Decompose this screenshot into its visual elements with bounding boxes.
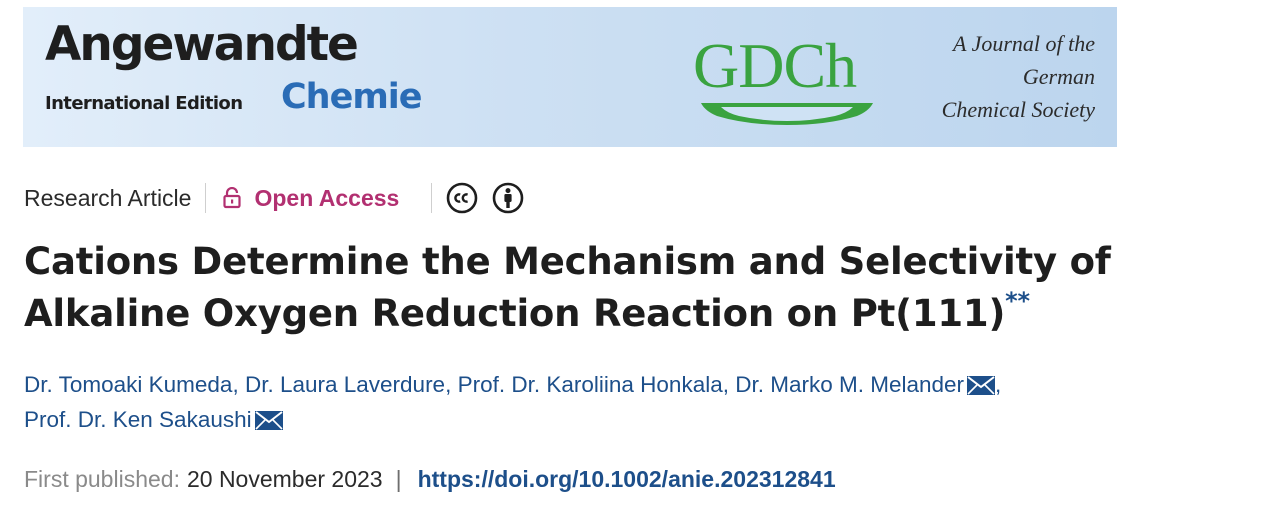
article-type: Research Article	[24, 184, 192, 211]
tagline-line-3: Chemical Society	[941, 97, 1095, 122]
doi-link[interactable]: https://doi.org/10.1002/anie.202312841	[417, 465, 836, 492]
banner-international-edition: International Edition	[45, 93, 243, 114]
gdch-logo-text: GDCh	[693, 30, 857, 101]
author-link[interactable]: Prof. Dr. Karoliina Honkala	[457, 372, 723, 397]
cc-icon[interactable]	[446, 182, 478, 214]
tagline-line-2: German	[1022, 64, 1095, 89]
article-title: Cations Determine the Mechanism and Sele…	[24, 236, 1264, 340]
open-access-label[interactable]: Open Access	[254, 184, 400, 211]
author-link[interactable]: Dr. Marko M. Melander	[735, 372, 965, 397]
author-link[interactable]: Dr. Tomoaki Kumeda	[24, 372, 233, 397]
author-separator: ,	[445, 372, 458, 397]
gdch-logo: GDCh	[693, 29, 883, 129]
publication-info: First published: 20 November 2023 | http…	[24, 461, 836, 497]
author-separator: ,	[722, 372, 736, 397]
banner-angewandte: Angewandte	[45, 17, 359, 72]
first-published-label: First published:	[24, 465, 180, 492]
email-icon[interactable]	[254, 405, 283, 430]
tagline-line-1: A Journal of the	[953, 31, 1095, 56]
by-attribution-icon[interactable]	[492, 182, 524, 214]
article-title-text: Cations Determine the Mechanism and Sele…	[24, 240, 1111, 335]
divider	[205, 183, 207, 213]
article-meta-row: Research Article Open Access	[24, 180, 538, 216]
title-footnote-marker[interactable]: **	[1005, 286, 1030, 315]
first-published-date: 20 November 2023	[186, 465, 383, 492]
pipe-separator: |	[395, 465, 402, 492]
author-link[interactable]: Prof. Dr. Ken Sakaushi	[24, 407, 252, 432]
gdch-bowl-icon	[701, 103, 873, 125]
lock-open-icon	[222, 187, 242, 209]
banner-journal-tagline: A Journal of the German Chemical Society	[942, 27, 1095, 126]
email-icon[interactable]	[967, 370, 996, 395]
journal-banner[interactable]: Angewandte International Edition Chemie …	[23, 7, 1117, 147]
author-list: Dr. Tomoaki Kumeda, Dr. Laura Laverdure,…	[24, 367, 1264, 437]
author-link[interactable]: Dr. Laura Laverdure	[244, 372, 446, 397]
banner-chemie: Chemie	[281, 77, 423, 117]
author-separator: ,	[232, 372, 245, 397]
author-separator: ,	[995, 372, 1002, 397]
divider	[431, 183, 433, 213]
